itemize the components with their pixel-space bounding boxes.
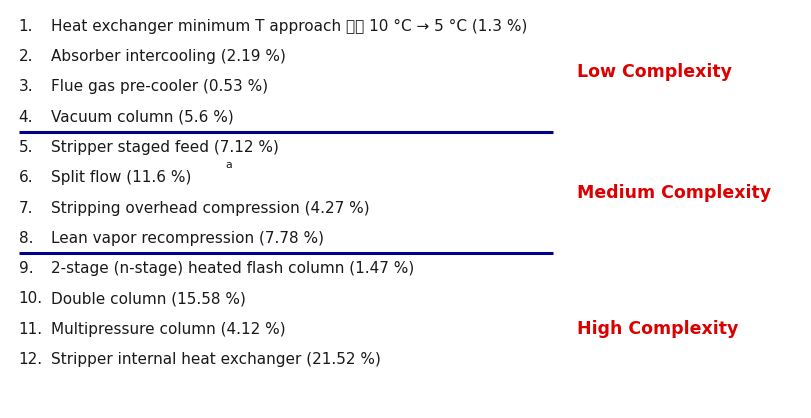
Text: 4.: 4. <box>19 110 33 125</box>
Text: Vacuum column (5.6 %): Vacuum column (5.6 %) <box>51 110 234 125</box>
Text: 6.: 6. <box>19 170 33 185</box>
Text: Stripper staged feed (7.12 %): Stripper staged feed (7.12 %) <box>51 140 279 155</box>
Text: 11.: 11. <box>19 322 43 336</box>
Text: Heat exchanger minimum T approach 변화 10 °C → 5 °C (1.3 %): Heat exchanger minimum T approach 변화 10 … <box>51 19 528 34</box>
Text: 8.: 8. <box>19 231 33 246</box>
Text: Low Complexity: Low Complexity <box>577 63 732 81</box>
Text: Multipressure column (4.12 %): Multipressure column (4.12 %) <box>51 322 285 336</box>
Text: 7.: 7. <box>19 201 33 216</box>
Text: 1.: 1. <box>19 19 33 34</box>
Text: 3.: 3. <box>19 79 33 94</box>
Text: High Complexity: High Complexity <box>577 320 738 338</box>
Text: 2-stage (n-stage) heated flash column (1.47 %): 2-stage (n-stage) heated flash column (1… <box>51 261 414 276</box>
Text: 12.: 12. <box>19 352 43 367</box>
Text: 10.: 10. <box>19 291 43 306</box>
Text: Absorber intercooling (2.19 %): Absorber intercooling (2.19 %) <box>51 49 286 64</box>
Text: Flue gas pre-cooler (0.53 %): Flue gas pre-cooler (0.53 %) <box>51 79 268 94</box>
Text: 2.: 2. <box>19 49 33 64</box>
Text: Double column (15.58 %): Double column (15.58 %) <box>51 291 246 306</box>
Text: Stripper internal heat exchanger (21.52 %): Stripper internal heat exchanger (21.52 … <box>51 352 381 367</box>
Text: Medium Complexity: Medium Complexity <box>577 184 770 202</box>
Text: 9.: 9. <box>19 261 33 276</box>
Text: Lean vapor recompression (7.78 %): Lean vapor recompression (7.78 %) <box>51 231 324 246</box>
Text: a: a <box>225 160 232 170</box>
Text: Stripping overhead compression (4.27 %): Stripping overhead compression (4.27 %) <box>51 201 370 216</box>
Text: 5.: 5. <box>19 140 33 155</box>
Text: Split flow (11.6 %): Split flow (11.6 %) <box>51 170 191 185</box>
